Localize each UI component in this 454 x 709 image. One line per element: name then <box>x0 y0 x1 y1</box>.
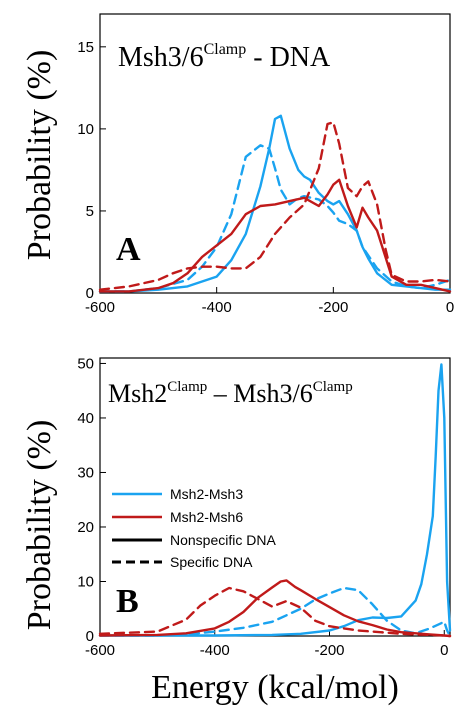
panel-a-series <box>98 114 452 293</box>
panel-b-line-msh2-msh3-nonspecific <box>98 363 452 637</box>
panel-a-xtick-label: 0 <box>446 299 454 316</box>
panel-b-frame <box>99 357 451 637</box>
panel-a-line-msh2-msh6-specific <box>98 121 452 291</box>
panel-b-ytick-label: 40 <box>77 410 94 427</box>
panel-a-title-tail: - DNA <box>246 42 331 73</box>
panel-b-title: Msh2Clamp – Msh3/6Clamp <box>108 379 353 408</box>
panel-b-series <box>98 363 452 638</box>
panel-a-line-msh2-msh6-nonspecific <box>98 178 452 293</box>
panel-b-title-mid: – Msh3/6 <box>207 379 312 408</box>
panel-a-title: Msh3/6Clamp - DNA <box>118 41 331 73</box>
panel-a-ytick-label: 0 <box>86 285 94 302</box>
panel-a-ytick-label: 10 <box>77 121 94 138</box>
panel-a-ytick-label: 15 <box>77 39 94 56</box>
panel-a-line-msh2-msh3-nonspecific <box>98 114 452 293</box>
panel-b-ytick-label: 10 <box>77 573 94 590</box>
panel-a-ticks: -600 -400 -200 0 0 5 10 15 <box>77 39 454 316</box>
panel-b-ytick-label: 50 <box>77 355 94 372</box>
panel-a-ytick-label: 5 <box>86 203 94 220</box>
panel-a-title-main: Msh3/6 <box>118 42 204 73</box>
y-axis-label-bottom: Probability (%) <box>21 420 58 631</box>
panel-b-title-left: Msh2 <box>108 379 167 408</box>
panel-b-xtick-label: -600 <box>85 642 115 659</box>
legend: Msh2-Msh3 Msh2-Msh6 Nonspecific DNA Spec… <box>112 486 276 570</box>
panel-b-title-left-sup: Clamp <box>167 379 207 395</box>
panel-b-xtick-label: 0 <box>440 642 448 659</box>
panel-a-xtick-label: -600 <box>85 299 115 316</box>
panel-b-letter: B <box>116 583 139 620</box>
panel-b-ytick-label: 0 <box>86 628 94 645</box>
panel-b-ytick-label: 20 <box>77 519 94 536</box>
panel-b-line-msh2-msh6-specific <box>98 586 452 638</box>
legend-label-specific: Specific DNA <box>170 554 253 570</box>
panel-a-xtick-label: -400 <box>202 299 232 316</box>
panel-a-line-msh2-msh3-specific <box>98 144 452 293</box>
legend-label-msh6: Msh2-Msh6 <box>170 509 243 525</box>
panel-a-xtick-label: -200 <box>318 299 348 316</box>
panel-b-line-msh2-msh6-nonspecific <box>98 579 452 638</box>
panel-a-frame <box>99 13 451 294</box>
panel-b-title-right-sup: Clamp <box>313 379 353 395</box>
legend-label-nonspecific: Nonspecific DNA <box>170 532 276 548</box>
panel-a: -600 -400 -200 0 0 5 10 15 Msh3/6Clamp - DNA A <box>77 13 454 316</box>
panel-b-ytick-label: 30 <box>77 464 94 481</box>
panel-a-letter: A <box>116 231 141 268</box>
y-axis-label-top: Probability (%) <box>21 50 58 261</box>
panel-b-xtick-label: -400 <box>200 642 230 659</box>
panel-b-line-msh2-msh3-specific <box>98 586 452 638</box>
legend-label-msh3: Msh2-Msh3 <box>170 486 243 502</box>
panel-b-xtick-label: -200 <box>314 642 344 659</box>
panel-a-title-sup: Clamp <box>204 41 247 58</box>
x-axis-label: Energy (kcal/mol) <box>151 669 399 706</box>
